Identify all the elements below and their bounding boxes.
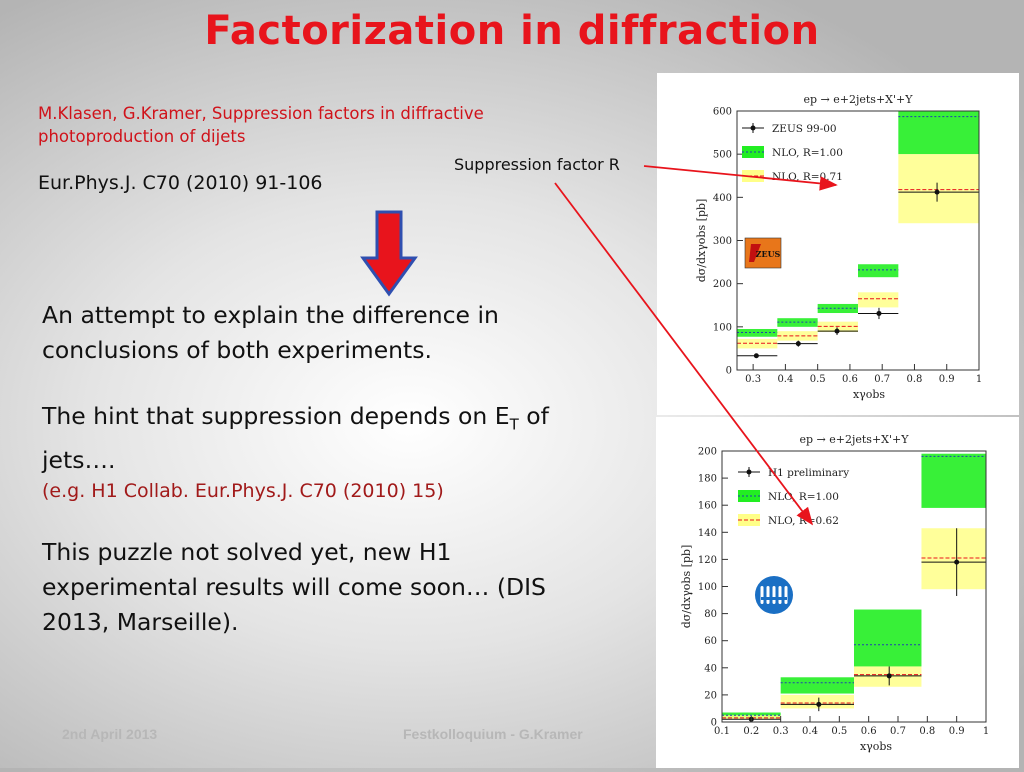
- down-arrow-icon: [360, 210, 418, 297]
- legend-label: NLO, R=1.00: [772, 147, 843, 159]
- h1-logo-band: [761, 597, 787, 600]
- y-axis-label: dσ/dxγobs [pb]: [695, 199, 708, 283]
- x-tick-label: 0.8: [919, 726, 935, 737]
- y-tick-label: 300: [713, 236, 732, 247]
- h1-logo-bar: [772, 586, 776, 604]
- y-tick-label: 0: [711, 718, 717, 729]
- h1-logo-bar: [760, 586, 764, 604]
- h1-chart: ep → e+2jets+X'+Y 0.1 0.2 0.3 0.4 0.5 0.6 0.7 0.…: [680, 433, 989, 753]
- data-point: [795, 341, 801, 347]
- y-tick-label: 80: [704, 609, 717, 620]
- h1-logo-bar: [784, 586, 788, 604]
- journal-citation: Eur.Phys.J. C70 (2010) 91-106: [38, 172, 323, 194]
- nlo-r1-band: [858, 264, 899, 278]
- x-tick-label: 0.4: [777, 374, 793, 385]
- paragraph-2-prefix: The hint that suppression depends on E: [42, 402, 510, 430]
- data-point: [954, 559, 960, 565]
- x-tick-label: 0.7: [890, 726, 906, 737]
- data-point: [886, 673, 892, 679]
- x-tick-label: 0.6: [842, 374, 858, 385]
- x-tick-label: 0.3: [773, 726, 789, 737]
- x-tick-label: 0.1: [714, 726, 730, 737]
- x-tick-label: 0.4: [802, 726, 818, 737]
- nlo-r1-band: [921, 453, 986, 508]
- x-tick-label: 1: [983, 726, 989, 737]
- nlo-r-band: [858, 292, 899, 308]
- main-text: An attempt to explain the difference in …: [42, 298, 602, 671]
- h1-logo-bar: [778, 586, 782, 604]
- legend-label: NLO, R=0.62: [768, 515, 839, 527]
- x-axis-label: xγobs: [853, 388, 885, 401]
- x-axis-label: xγobs: [860, 740, 892, 753]
- reference-text: M.Klasen, G.Kramer, Suppression factors …: [38, 104, 484, 146]
- data-point: [753, 353, 759, 359]
- legend-data-swatch: [746, 469, 752, 475]
- x-tick-label: 0.7: [874, 374, 890, 385]
- nlo-r1-band: [854, 609, 922, 667]
- y-tick-label: 500: [713, 150, 732, 161]
- data-point: [816, 701, 822, 707]
- y-tick-label: 120: [698, 555, 717, 566]
- legend-nlo-r1-swatch: [738, 490, 760, 502]
- h1-logo-bar: [766, 586, 770, 604]
- chart-title: ep → e+2jets+X'+Y: [803, 93, 913, 106]
- nlo-r-band: [780, 694, 854, 709]
- y-tick-label: 40: [704, 663, 717, 674]
- zeus-chart: ep → e+2jets+X'+Y0.3 0.4 0.5 0.6 0.7 0.8 0.9 10…: [695, 93, 982, 401]
- x-tick-label: 0.5: [831, 726, 847, 737]
- paragraph-2-citation: (e.g. H1 Collab. Eur.Phys.J. C70 (2010) …: [42, 479, 444, 502]
- legend-label: NLO, R=1.00: [768, 491, 839, 503]
- chart-title: ep → e+2jets+X'+Y: [799, 433, 909, 446]
- slide-title: Factorization in diffraction: [204, 8, 820, 54]
- x-tick-label: 0.6: [861, 726, 877, 737]
- y-tick-label: 100: [698, 582, 717, 593]
- x-tick-label: 0.3: [745, 374, 761, 385]
- suppression-factor-label: Suppression factor R: [454, 155, 620, 174]
- y-tick-label: 200: [713, 279, 732, 290]
- paragraph-2-subscript: T: [509, 415, 519, 434]
- x-tick-label: 0.9: [949, 726, 965, 737]
- y-tick-label: 140: [698, 528, 717, 539]
- footer-date: 2nd April 2013: [62, 726, 158, 742]
- y-tick-label: 0: [726, 366, 732, 377]
- x-tick-label: 0.8: [907, 374, 923, 385]
- data-point: [834, 328, 840, 334]
- footer-center: Festkolloquium - G.Kramer: [403, 726, 583, 742]
- y-tick-label: 600: [713, 107, 732, 118]
- legend-label: ZEUS 99-00: [772, 123, 837, 135]
- legend-data-swatch: [750, 125, 756, 131]
- legend-nlo-r1-swatch: [742, 146, 764, 158]
- x-tick-label: 1: [976, 374, 982, 385]
- y-tick-label: 200: [698, 447, 717, 458]
- y-axis-label: dσ/dxγobs [pb]: [680, 545, 693, 629]
- zeus-logo-text: ZEUS: [756, 249, 781, 259]
- data-point: [876, 310, 882, 316]
- nlo-r1-band: [780, 677, 854, 694]
- paragraph-2-suffix: of jets….: [42, 402, 549, 474]
- paragraph-3: This puzzle not solved yet, new H1 exper…: [42, 537, 546, 636]
- y-tick-label: 20: [704, 690, 717, 701]
- legend-label: NLO, R=0.71: [772, 171, 843, 183]
- y-tick-label: 180: [698, 474, 717, 485]
- nlo-r1-band: [898, 111, 979, 155]
- legend-label: H1 preliminary: [768, 467, 849, 479]
- x-tick-label: 0.9: [939, 374, 955, 385]
- x-tick-label: 0.5: [810, 374, 826, 385]
- y-tick-label: 60: [704, 636, 717, 647]
- zeus-chart-panel: ep → e+2jets+X'+Y 0.3 0.4 0.5 0.6 0.7 0.8 0.9 1 0…: [657, 73, 1019, 415]
- y-tick-label: 400: [713, 193, 732, 204]
- x-tick-label: 0.2: [743, 726, 759, 737]
- y-tick-label: 100: [713, 322, 732, 333]
- paragraph-2: The hint that suppression depends on ET …: [42, 399, 602, 504]
- nlo-r-band: [898, 154, 979, 224]
- paragraph-1: An attempt to explain the difference in …: [42, 301, 499, 364]
- data-point: [934, 189, 940, 195]
- y-tick-label: 160: [698, 501, 717, 512]
- nlo-r-band: [921, 528, 986, 590]
- h1-chart-panel: ep → e+2jets+X'+Y 0.1 0.2 0.3 0.4 0.5 0.6 0.7 0.…: [656, 417, 1019, 768]
